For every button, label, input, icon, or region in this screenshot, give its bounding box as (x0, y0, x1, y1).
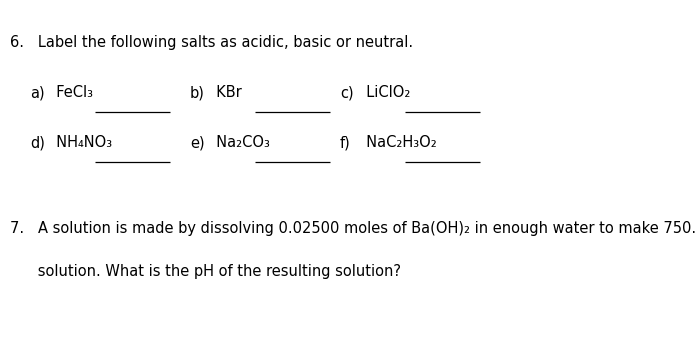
Text: 7.   A solution is made by dissolving 0.02500 moles of Ba(OH)₂ in enough water t: 7. A solution is made by dissolving 0.02… (10, 221, 700, 236)
Text: LiClO₂: LiClO₂ (356, 85, 410, 100)
Text: 6.   Label the following salts as acidic, basic or neutral.: 6. Label the following salts as acidic, … (10, 35, 413, 50)
Text: f): f) (340, 135, 351, 150)
Text: FeCl₃: FeCl₃ (46, 85, 92, 100)
Text: NaC₂H₃O₂: NaC₂H₃O₂ (356, 135, 436, 150)
Text: Na₂CO₃: Na₂CO₃ (206, 135, 270, 150)
Text: NH₄NO₃: NH₄NO₃ (46, 135, 111, 150)
Text: a): a) (30, 85, 45, 100)
Text: solution. What is the pH of the resulting solution?: solution. What is the pH of the resultin… (10, 264, 401, 279)
Text: b): b) (190, 85, 205, 100)
Text: c): c) (340, 85, 354, 100)
Text: KBr: KBr (206, 85, 242, 100)
Text: d): d) (30, 135, 45, 150)
Text: e): e) (190, 135, 204, 150)
